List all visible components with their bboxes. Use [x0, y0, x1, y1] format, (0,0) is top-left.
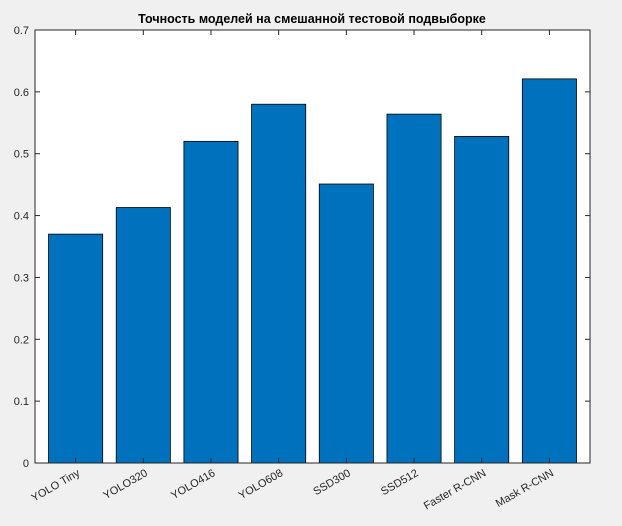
- y-tick-label: 0: [23, 458, 29, 470]
- y-tick-label: 0.3: [14, 272, 29, 284]
- bar-2: [183, 140, 239, 464]
- bar-4: [318, 183, 374, 464]
- y-tick-label: 0.2: [14, 334, 29, 346]
- bar-3: [251, 103, 307, 464]
- bar-1: [115, 207, 171, 464]
- y-tick-label: 0.1: [14, 396, 29, 408]
- bar-5: [386, 113, 442, 464]
- bar-7: [521, 78, 577, 464]
- y-axis: 0 0.1 0.2 0.3 0.4 0.5 0.6 0.7: [14, 25, 590, 470]
- bars-group: [48, 78, 577, 464]
- y-tick-label: 0.5: [14, 149, 29, 161]
- chart-title: Точность моделей на смешанной тестовой п…: [138, 12, 486, 26]
- axes-box: [34, 29, 591, 464]
- y-tick-label: 0.7: [14, 25, 29, 37]
- y-tick-label: 0.6: [14, 87, 29, 99]
- bar-6: [454, 135, 510, 464]
- y-tick-label: 0.4: [14, 211, 29, 223]
- bar-0: [48, 233, 104, 464]
